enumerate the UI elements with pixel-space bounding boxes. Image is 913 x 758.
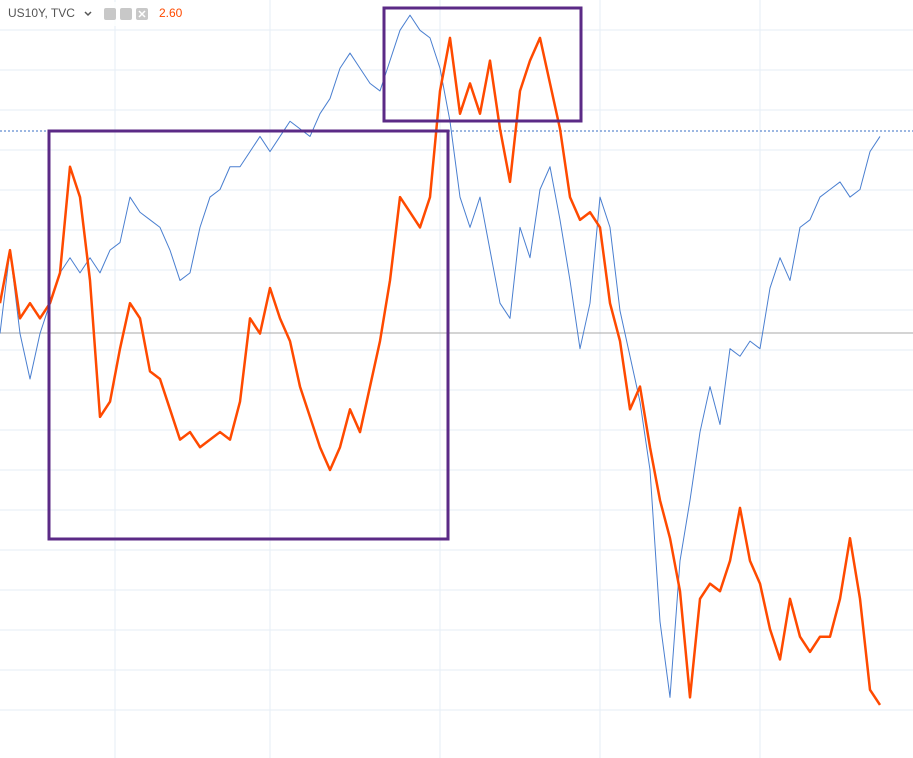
highlight-box [382,6,583,123]
plot-area [0,14,882,706]
dropdown[interactable] [84,11,92,17]
hide-button[interactable] [104,8,116,20]
header: US10Y, TVC 2.60 [0,2,195,26]
settings-button[interactable] [120,8,132,20]
series-line [0,14,881,698]
highlight-box [47,129,450,541]
symbol: US10Y, TVC [8,6,75,20]
last-value: 2.60 [159,6,183,20]
series-line [0,36,882,706]
